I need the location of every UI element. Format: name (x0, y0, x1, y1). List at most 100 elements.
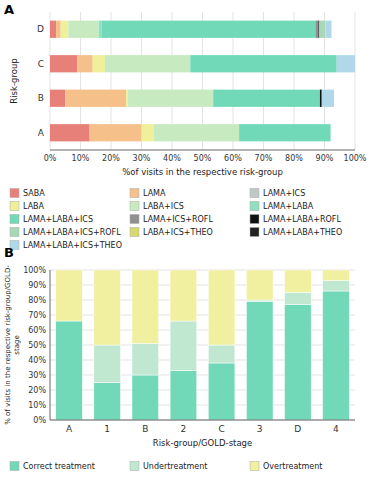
bar-segment (77, 55, 92, 72)
bar-segment (154, 124, 239, 141)
tick-label: 50% (28, 341, 46, 350)
legend: SABALAMALAMA+ICSLABALABA+ICSLAMA+LABALAM… (10, 189, 342, 251)
bar-segment (284, 293, 311, 305)
legend-swatch (130, 202, 139, 211)
bar-segment (246, 302, 273, 421)
bar-segment (208, 345, 235, 363)
tick-label: 70% (28, 311, 46, 320)
tick-label: 40% (28, 356, 46, 365)
bar-segment (56, 21, 61, 38)
tick-label: 0% (33, 416, 46, 425)
bar-segment (319, 21, 325, 38)
legend-swatch (250, 202, 259, 211)
tick-label: 80% (285, 154, 303, 163)
bar-segment (190, 55, 336, 72)
category-label: B (38, 93, 44, 103)
bar-segment (50, 124, 90, 141)
tick-label: 30% (133, 154, 151, 163)
legend-label: LAMA+LABA+ROFL (263, 215, 341, 224)
bar-segment (337, 55, 355, 72)
tick-label: 90% (28, 281, 46, 290)
category-label: 4 (333, 424, 339, 434)
legend-label: LAMA (143, 189, 166, 198)
bar-segment (94, 345, 121, 383)
tick-label: 90% (316, 154, 334, 163)
axis-line (50, 150, 355, 151)
bar-segment (322, 90, 334, 107)
tick-label: 10% (72, 154, 90, 163)
bar-segment (323, 281, 350, 292)
bar-segment (213, 90, 320, 107)
bar-segment (50, 55, 77, 72)
bar-segment (170, 321, 197, 371)
category-label: 2 (181, 424, 187, 434)
y-axis-label: Risk-group (9, 58, 19, 103)
legend-label: LABA (23, 202, 45, 211)
tick-label: 60% (224, 154, 242, 163)
legend-label: LAMA+ICS+ROFL (143, 215, 213, 224)
legend-label: Undertreatment (143, 462, 207, 471)
legend-swatch (130, 189, 139, 198)
x-axis-label: %of visits in the respective risk-group (122, 167, 283, 177)
legend-swatch (130, 215, 139, 224)
legend-label: SABA (23, 189, 45, 198)
bar-segment (68, 21, 99, 38)
tick-label: 0% (44, 154, 57, 163)
legend-swatch (10, 189, 19, 198)
legend-swatch (10, 202, 19, 211)
legend-swatch (130, 228, 139, 237)
tick-label: 40% (163, 154, 181, 163)
tick-label: 50% (194, 154, 212, 163)
tick-label: 20% (102, 154, 120, 163)
bar-segment (132, 344, 159, 376)
legend-swatch (250, 215, 259, 224)
bar-segment (126, 90, 128, 107)
y-axis-label: % of visits in the respective risk-group… (4, 265, 21, 425)
y-axis-label-line: stage (13, 335, 21, 354)
bar-segment (102, 21, 316, 38)
bar-segment (128, 90, 213, 107)
tick-label: 20% (28, 386, 46, 395)
bar-segment (94, 383, 121, 421)
bar-segment (93, 55, 105, 72)
bar-segment (284, 305, 311, 421)
bar-segment (170, 371, 197, 421)
category-label: C (38, 59, 44, 69)
legend-label: LAMA+LABA (263, 202, 314, 211)
bar-segment (50, 90, 65, 107)
legend-swatch (250, 462, 259, 471)
x-axis-label: Risk-group/GOLD-stage (153, 438, 252, 448)
tick-label: 80% (28, 296, 46, 305)
bar-segment (323, 270, 350, 281)
axis-line (50, 270, 51, 420)
panel-title: B (4, 245, 14, 260)
bar-segment (323, 291, 350, 420)
bar-segment (65, 90, 126, 107)
panel: A0%10%20%30%40%50%60%70%80%90%100%ABCD%o… (4, 2, 367, 250)
category-label: 3 (257, 424, 263, 434)
tick-label: 30% (28, 371, 46, 380)
tick-label: 70% (255, 154, 273, 163)
tick-label: 100% (23, 266, 46, 275)
bar-segment (50, 21, 56, 38)
legend-label: LAMA+LABA+ICS (23, 215, 93, 224)
y-axis-label-line: Risk-group (9, 58, 19, 103)
bar-segment (142, 124, 154, 141)
legend-label: Correct treatment (23, 462, 95, 471)
bar-segment (208, 363, 235, 420)
category-label: A (38, 128, 45, 138)
bar-segment (320, 90, 322, 107)
category-label: A (66, 424, 73, 434)
bar-segment (284, 270, 311, 293)
grid-line (50, 420, 355, 421)
bar-segment (132, 375, 159, 420)
legend-label: LABA+ICS+THEO (143, 228, 213, 237)
legend-swatch (250, 228, 259, 237)
bars (56, 270, 350, 420)
legend-swatch (250, 189, 259, 198)
panel-title: A (4, 2, 14, 17)
bar-segment (61, 21, 69, 38)
legend-swatch (130, 462, 139, 471)
legend-swatch (10, 228, 19, 237)
category-label: C (218, 424, 224, 434)
